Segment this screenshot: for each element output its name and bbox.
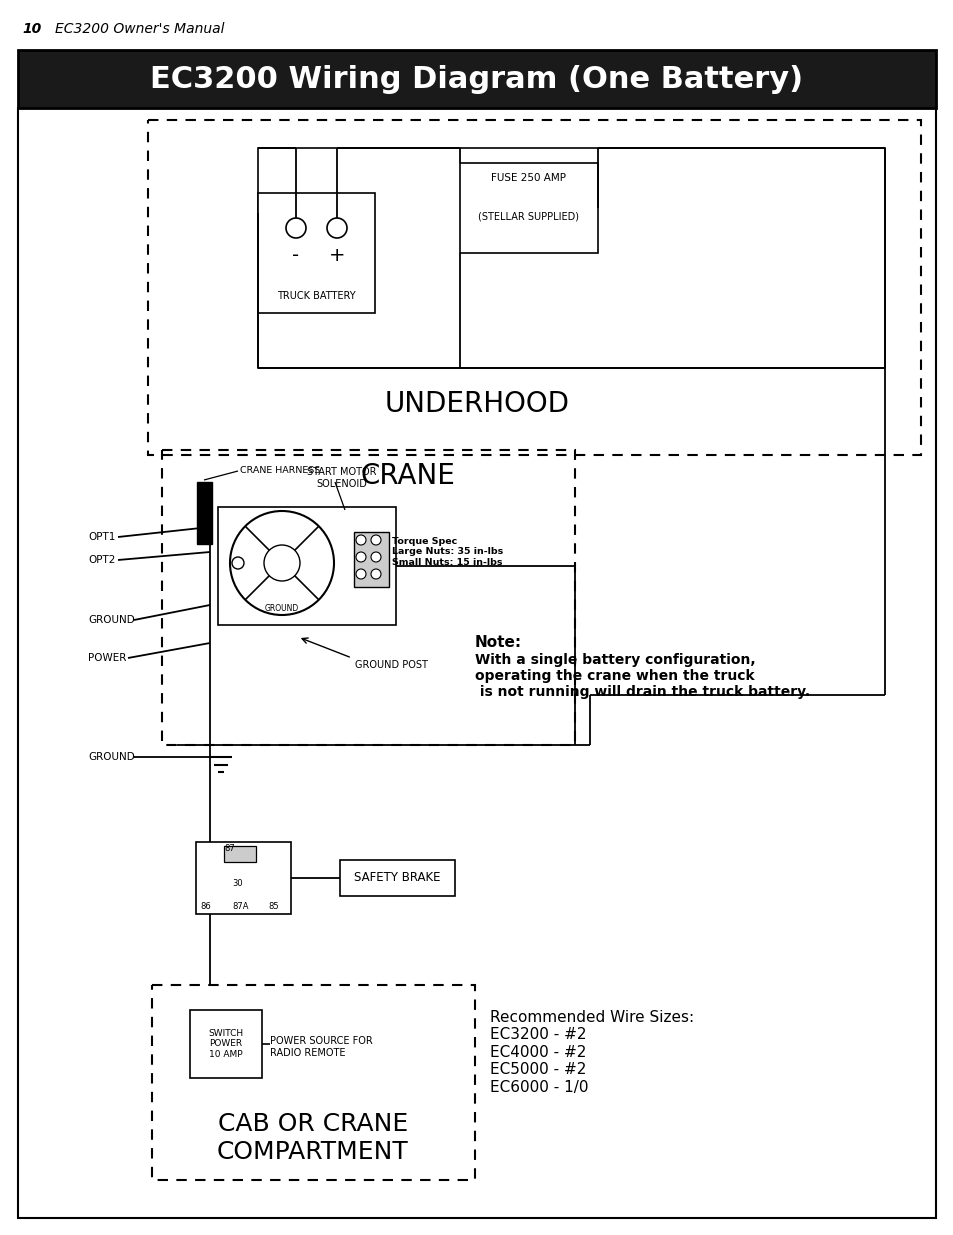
Circle shape [327,219,347,238]
Text: TRUCK BATTERY: TRUCK BATTERY [276,291,355,301]
Text: GROUND: GROUND [88,752,134,762]
Circle shape [264,545,299,580]
Bar [18,107,935,1218]
Bar [354,532,389,587]
Text: EC3200 Wiring Diagram (One Battery): EC3200 Wiring Diagram (One Battery) [151,64,802,94]
Bar [190,1010,262,1078]
Bar [257,148,884,368]
Bar [224,846,255,862]
Text: Recommended Wire Sizes:
EC3200 - #2
EC4000 - #2
EC5000 - #2
EC6000 - 1/0: Recommended Wire Sizes: EC3200 - #2 EC40… [490,1010,694,1094]
Text: Torque Spec
Large Nuts: 35 in-lbs
Small Nuts: 15 in-lbs: Torque Spec Large Nuts: 35 in-lbs Small … [392,537,503,567]
Bar [195,842,291,914]
Circle shape [232,557,244,569]
Circle shape [230,511,334,615]
Circle shape [371,535,380,545]
Circle shape [355,569,366,579]
Bar [257,193,375,312]
Bar [18,49,935,107]
Text: START MOTOR
SOLENOID: START MOTOR SOLENOID [307,467,376,489]
Text: 87A: 87A [232,902,248,911]
Text: EC3200 Owner's Manual: EC3200 Owner's Manual [55,22,224,36]
Circle shape [355,552,366,562]
Bar [162,450,575,745]
Bar [218,508,395,625]
Text: +: + [329,246,345,266]
Circle shape [355,535,366,545]
Bar [459,163,598,253]
Text: CRANE: CRANE [360,462,455,490]
Text: UNDERHOOD: UNDERHOOD [384,390,569,417]
Text: CRANE HARNESS: CRANE HARNESS [240,466,320,475]
Circle shape [371,569,380,579]
Circle shape [371,552,380,562]
Text: With a single battery configuration,
operating the crane when the truck
 is not : With a single battery configuration, ope… [475,653,809,699]
Text: SAFETY BRAKE: SAFETY BRAKE [354,872,439,884]
Text: 30: 30 [232,879,242,888]
Text: Note:: Note: [475,635,521,650]
Text: -: - [293,246,299,266]
Text: 87: 87 [224,844,234,853]
Bar [339,860,455,897]
Text: GROUND: GROUND [265,604,299,613]
Text: POWER: POWER [88,653,126,663]
Text: CAB OR CRANE
COMPARTMENT: CAB OR CRANE COMPARTMENT [217,1112,409,1163]
Text: POWER SOURCE FOR
RADIO REMOTE: POWER SOURCE FOR RADIO REMOTE [270,1036,373,1057]
Bar [196,482,212,543]
Circle shape [286,219,306,238]
Text: OPT2: OPT2 [88,555,115,564]
Text: SWITCH
POWER
10 AMP: SWITCH POWER 10 AMP [208,1029,243,1058]
Text: GROUND POST: GROUND POST [355,659,428,671]
Text: 85: 85 [268,902,278,911]
Bar [152,986,475,1179]
Text: GROUND: GROUND [88,615,134,625]
Bar [148,120,920,454]
Text: FUSE 250 AMP: FUSE 250 AMP [491,173,566,183]
Text: OPT1: OPT1 [88,532,115,542]
Text: (STELLAR SUPPLIED): (STELLAR SUPPLIED) [478,211,578,221]
Text: 86: 86 [200,902,211,911]
Text: 10: 10 [22,22,41,36]
